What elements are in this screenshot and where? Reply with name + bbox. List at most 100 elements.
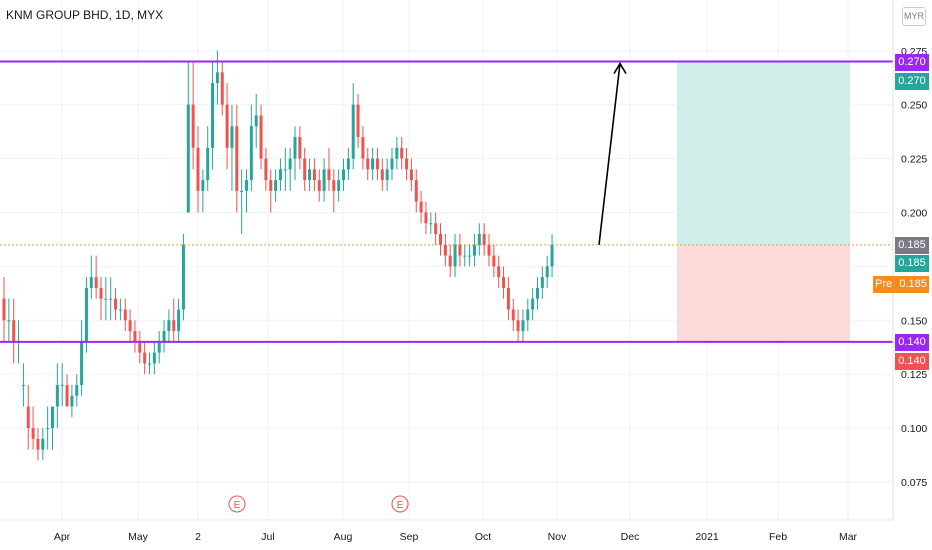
candle-body	[84, 287, 88, 342]
candle-body	[516, 320, 520, 332]
candle-body	[414, 180, 418, 202]
candle-body	[196, 147, 200, 191]
candle-body	[181, 244, 185, 310]
candle-body	[293, 137, 297, 159]
candle-body	[380, 169, 384, 181]
candle-body	[143, 352, 147, 364]
candle-body	[114, 298, 118, 310]
candle-body	[123, 309, 127, 321]
candle-body	[167, 320, 171, 332]
candle-body	[148, 363, 151, 365]
candle-body	[65, 384, 69, 407]
candle-body	[172, 320, 176, 332]
candle-body	[230, 126, 234, 148]
candle-body	[526, 309, 530, 321]
candle-body	[434, 223, 438, 235]
time-tick-label: Feb	[769, 531, 787, 543]
candle-body	[138, 341, 142, 353]
candle-body	[443, 244, 447, 256]
candle-body	[245, 180, 248, 191]
candle-body	[26, 406, 30, 429]
candle-body	[424, 212, 428, 224]
candle-body	[550, 244, 554, 267]
price-axis-bg	[893, 0, 932, 550]
candle-body	[506, 287, 510, 310]
candle-body	[322, 169, 326, 191]
candle-body	[254, 115, 258, 127]
time-tick-label: Dec	[621, 531, 640, 543]
candle-body	[283, 169, 287, 171]
candle-body	[225, 104, 229, 148]
candle-body	[317, 180, 321, 191]
candle-body	[133, 331, 137, 342]
premarket-label: Pre 0.185	[873, 275, 929, 293]
candle-body	[303, 158, 307, 181]
time-tick-label: Aug	[334, 531, 353, 543]
candle-body	[439, 234, 442, 245]
candle-body	[70, 395, 74, 407]
premarket-tag: Pre	[875, 277, 893, 290]
candle-body	[385, 169, 389, 181]
price-tick-label: 0.100	[901, 423, 927, 435]
time-tick-label: Oct	[475, 531, 491, 543]
candle-body	[545, 266, 549, 278]
candle-body	[468, 255, 472, 257]
time-tick-label: May	[128, 531, 149, 543]
candle-body	[458, 244, 462, 256]
price-axis: 0.0750.1000.1250.1500.1750.2000.2250.250…	[892, 0, 932, 550]
price-tick-label: 0.200	[901, 207, 927, 219]
earnings-marker-label: E	[234, 500, 241, 511]
candle-body	[453, 244, 457, 267]
candle-body	[191, 104, 195, 148]
lower-level-label: 0.140	[895, 333, 929, 351]
candle-body	[472, 244, 476, 256]
price-tick-label: 0.250	[901, 100, 927, 112]
lower-close-label: 0.140	[895, 352, 929, 370]
candle-body	[448, 255, 452, 267]
candle-body	[240, 190, 244, 192]
candle-body	[278, 169, 282, 181]
candle-body	[395, 147, 399, 159]
candle-body	[521, 320, 525, 332]
time-tick-label: 2	[195, 531, 201, 543]
candle-body	[463, 255, 467, 257]
time-tick-label: Apr	[54, 531, 71, 543]
candle-body	[405, 158, 409, 170]
arrow-shaft	[598, 63, 621, 245]
candle-body	[487, 244, 491, 256]
candle-body	[109, 298, 113, 300]
horizontal-levels	[0, 60, 893, 343]
candle-body	[269, 180, 273, 191]
time-tick-label: Nov	[548, 531, 567, 543]
candle-body	[104, 298, 108, 300]
candle-body	[482, 234, 486, 245]
candle-body	[419, 201, 423, 213]
candle-body	[220, 72, 224, 105]
currency-button[interactable]: MYR	[902, 7, 926, 26]
earnings-marker	[391, 495, 409, 513]
stop-zone	[677, 244, 850, 342]
last-price-label: 0.185	[895, 236, 929, 254]
candle-body	[298, 137, 302, 159]
time-tick-label: Jul	[261, 531, 274, 543]
candle-body	[409, 169, 413, 181]
premarket-value: 0.185	[899, 277, 927, 290]
candle-body	[99, 287, 103, 299]
candle-body	[118, 309, 122, 311]
candle-series	[2, 50, 554, 461]
candle-body	[94, 277, 98, 288]
upper-close-label: 0.270	[895, 72, 929, 90]
candle-body	[36, 438, 40, 450]
candle-body	[337, 180, 341, 191]
candle-body	[346, 158, 350, 170]
candle-body	[540, 277, 544, 288]
position-zones	[677, 61, 850, 342]
candle-body	[41, 438, 45, 450]
candle-body	[375, 158, 379, 170]
candle-body	[274, 180, 278, 191]
last-close-label: 0.185	[895, 254, 929, 272]
candle-body	[356, 104, 360, 138]
time-axis: Apr May 2 Jul Aug Sep Oct Nov Dec 2021 Feb Mar	[0, 519, 893, 543]
